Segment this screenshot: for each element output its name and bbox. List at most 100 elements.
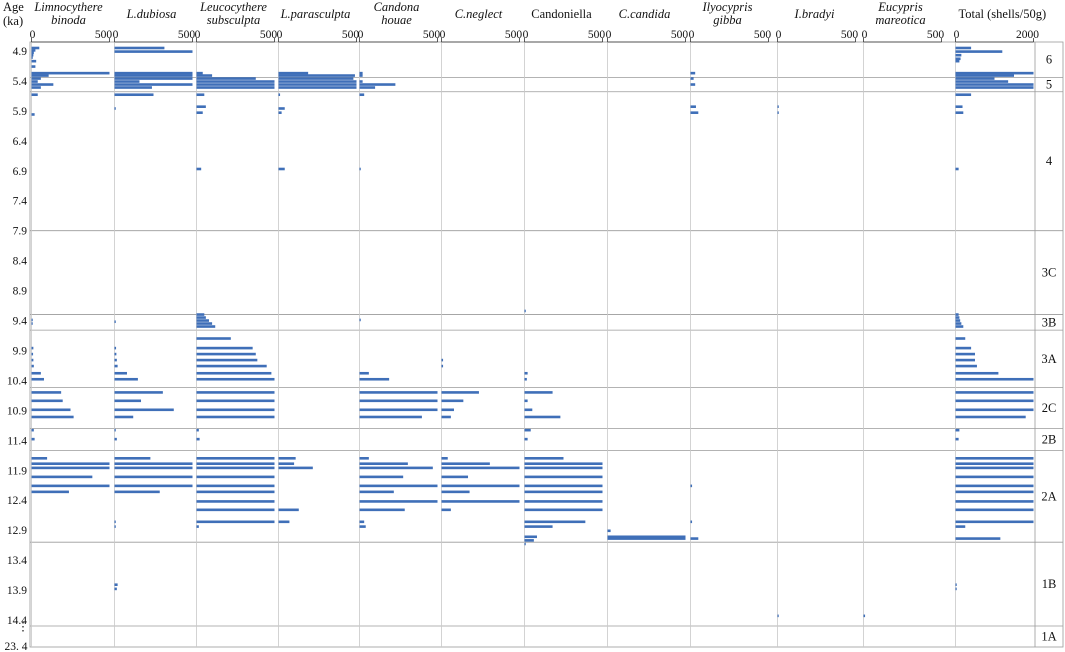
zone-label: 1A [1041,630,1056,644]
abundance-bar [359,475,404,479]
abundance-bar [114,408,174,412]
abundance-bar [441,490,470,494]
abundance-bar [278,466,313,470]
abundance-bar [278,508,299,512]
abundance-bar [359,484,438,488]
abundance-bar [31,113,35,116]
abundance-bar [441,457,448,460]
panel-axis-lines [30,38,1063,647]
age-axis-ellipsis: ⋮ [17,621,29,633]
abundance-bar [359,391,438,394]
abundance-bar [441,408,454,412]
abundance-bar [278,77,354,80]
abundance-bar [955,520,1034,524]
abundance-bar [955,484,1034,488]
abundance-bar [441,364,444,368]
abundance-bar [524,457,564,460]
abundance-bar [196,457,275,460]
zone-label: 2B [1042,432,1057,446]
abundance-bar [441,466,520,470]
abundance-bar [955,466,1034,470]
abundance-bar [31,80,38,83]
abundance-bar [196,313,205,316]
abundance-bar [441,462,490,466]
x-tick-label: 0 [195,29,201,41]
abundance-bar [114,46,165,50]
abundance-bar [955,415,1026,419]
abundance-bar [777,105,779,108]
abundance-bar [196,437,200,441]
abundance-bar [31,457,48,460]
abundance-bar [31,322,33,325]
x-tick-label: 0 [113,29,119,41]
abundance-bar [278,457,296,460]
abundance-bar [524,466,603,470]
abundance-bar [524,408,533,412]
abundance-bar [114,428,116,432]
abundance-bar [955,83,1034,86]
x-tick-label: 0 [606,29,612,41]
abundance-bar [441,500,520,503]
abundance-bar [114,437,117,441]
abundance-bar [441,475,469,479]
x-tick-label: 500 [588,29,606,41]
zone-label: 3B [1042,315,1057,329]
abundance-bar [196,364,267,368]
abundance-bar [114,371,127,375]
abundance-bar [196,337,231,340]
abundance-bar [278,80,357,83]
abundance-bar [278,71,309,75]
abundance-bar [524,484,603,488]
abundance-bar [955,86,1034,89]
abundance-bar [524,377,527,381]
abundance-bar [114,74,193,77]
abundance-bar [955,587,957,591]
age-tick-label: 6.9 [13,166,28,178]
abundance-bar [955,364,977,368]
age-tick-label: 10.9 [7,405,27,417]
abundance-bar [955,105,963,108]
abundance-bar [359,377,390,381]
abundance-bar [114,391,163,394]
abundance-bar [31,490,69,494]
age-tick-label: 9.9 [13,345,28,357]
abundance-bar [955,57,961,61]
abundance-bar [863,614,866,618]
panel-title: houae [381,13,412,27]
abundance-bar [31,428,34,432]
abundance-bar [359,318,361,322]
abundance-bar [955,46,972,50]
abundance-bar [31,437,35,441]
abundance-bar [278,93,281,97]
abundance-bar [31,56,33,59]
abundance-bar [690,537,699,540]
abundance-bar [31,65,36,68]
abundance-bar [955,408,1034,412]
abundance-bar [196,325,216,328]
abundance-bar [114,466,193,470]
panel-title: Total (shells/50g) [959,7,1047,21]
abundance-bar [524,535,537,539]
zone-label: 2C [1042,401,1057,415]
age-axis-label-line1: Age [3,0,24,14]
panel-title: L.dubiosa [126,7,177,21]
abundance-bar [31,53,34,57]
abundance-bar [524,399,528,403]
abundance-bar [31,466,110,470]
age-tick-label: 12.9 [7,525,27,537]
abundance-bar [114,86,152,89]
abundance-bar [114,364,118,368]
abundance-bar [359,371,369,375]
abundance-bar [955,462,1034,466]
zone-label: 6 [1046,53,1052,67]
abundance-bar [955,316,960,319]
abundance-bar [31,74,49,77]
abundance-bar [955,111,964,114]
abundance-bar [196,80,275,83]
abundance-bar [114,93,154,97]
abundance-bar [955,399,1034,403]
abundance-bar [196,490,275,494]
age-tick-label: 9.4 [13,316,28,328]
abundance-bar [114,462,193,466]
